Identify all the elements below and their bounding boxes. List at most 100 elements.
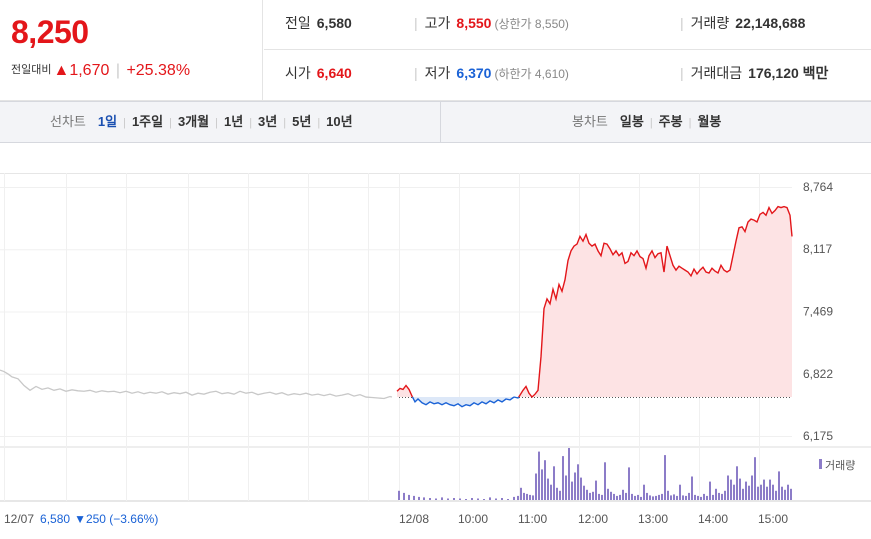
high-label: 고가 (424, 15, 451, 31)
volume-bar (483, 499, 485, 500)
cell-divider: | (680, 15, 684, 31)
volume-bar (667, 490, 669, 500)
x-tick-label: 12/07 (4, 512, 34, 526)
volume-bar (742, 488, 744, 500)
lower-limit: (하한가 4,610) (494, 67, 569, 81)
volume-bar (520, 487, 522, 500)
area-fill-up (518, 206, 792, 397)
series-line-today-up (518, 205, 793, 399)
volume-bar (724, 490, 726, 500)
volume-layer: 거래량 (398, 448, 855, 500)
candle-monthly[interactable]: 월봉 (697, 114, 722, 129)
volume-bar (408, 494, 410, 500)
volume-bar (640, 496, 642, 500)
volume-bar (622, 489, 624, 500)
cell-divider: | (414, 65, 418, 81)
volume-bar (574, 472, 576, 500)
volume-bar (721, 493, 723, 500)
volume-bar (418, 496, 420, 500)
candle-daily[interactable]: 일봉 (619, 114, 644, 129)
volume-bar (631, 493, 633, 500)
volume-bar (628, 467, 630, 500)
volume-bar (679, 484, 681, 500)
volume-bar (715, 488, 717, 500)
toolbar-divider: | (169, 117, 172, 129)
open-value: 6,640 (316, 65, 352, 81)
volume-bar (652, 496, 654, 500)
y-tick-label: 6,175 (803, 429, 833, 443)
low-value: 6,370 (456, 65, 492, 81)
low-price: | 저가 6,370 (하한가 4,610) (414, 50, 569, 100)
volume-bar (459, 498, 461, 500)
area-fill-up (397, 385, 413, 397)
volume-value: 22,148,688 (735, 15, 806, 31)
volume-bar (730, 479, 732, 500)
volume-bar (571, 481, 573, 500)
volume-bar (471, 498, 473, 500)
area-fill-down (412, 397, 514, 407)
change-amount: 1,670 (69, 62, 110, 79)
x-tick-label: 12/08 (399, 512, 429, 526)
period-5year[interactable]: 5년 (292, 114, 312, 129)
volume-bar (682, 495, 684, 500)
line-chart-group: 선차트 1일 | 1주일 | 3개월 | 1년 | 3년 | 5년 | 10년 (50, 102, 353, 142)
candle-chart-label: 봉차트 (572, 114, 608, 129)
amount-label: 거래대금 (690, 65, 743, 81)
volume-bar (526, 493, 528, 500)
volume-bar (784, 489, 786, 500)
candle-weekly[interactable]: 주봉 (658, 114, 683, 129)
toolbar-divider: | (215, 117, 218, 129)
price-box: 8,250 전일대비 ▲1,670 | +25.38% (0, 0, 263, 101)
volume-bar (676, 495, 678, 500)
volume-bar (751, 475, 753, 500)
open-label: 시가 (285, 65, 311, 81)
toolbar-divider: | (649, 117, 653, 129)
volume-label: 거래량 (690, 15, 730, 31)
volume-bar (550, 484, 552, 500)
volume-bar (727, 475, 729, 500)
volume-bar (562, 456, 564, 500)
volume-bar (688, 492, 690, 500)
volume-bar (685, 495, 687, 500)
volume-bar (398, 490, 400, 500)
period-3year[interactable]: 3년 (258, 114, 278, 129)
volume-bar (489, 497, 491, 500)
volume-bar (625, 492, 627, 500)
y-tick-label: 7,469 (803, 305, 833, 319)
period-1year[interactable]: 1년 (223, 114, 244, 129)
volume-bar (580, 477, 582, 500)
volume-bar (553, 466, 555, 500)
stat-row-2: 시가 6,640 | 저가 6,370 (하한가 4,610) | 거래대금 176,120… (264, 50, 871, 100)
high-price: | 고가 8,550 (상한가 8,550) (414, 0, 569, 50)
volume-bar (529, 494, 531, 500)
volume-bar (637, 494, 639, 500)
volume-bar (673, 494, 675, 500)
series-line-today-up (396, 384, 414, 398)
volume-bar (610, 491, 612, 500)
series-line-today-down (411, 396, 515, 408)
series-line-prev-day (0, 369, 393, 400)
x-tick-label: 15:00 (758, 512, 788, 526)
volume-bar (694, 494, 696, 500)
volume-bar (565, 475, 567, 500)
volume: | 거래량 22,148,688 (680, 0, 805, 50)
volume-bar (413, 495, 415, 500)
volume-bar (541, 469, 543, 500)
volume-bar (670, 495, 672, 500)
period-1week[interactable]: 1주일 (131, 114, 164, 129)
x-tick-label: 11:00 (518, 512, 547, 526)
series-line-today-down (513, 396, 520, 399)
period-1day[interactable]: 1일 (97, 114, 118, 129)
volume-bar (556, 487, 558, 500)
cell-divider: | (680, 65, 684, 81)
period-3month[interactable]: 3개월 (177, 114, 210, 129)
volume-bar (655, 495, 657, 500)
volume-bar (745, 481, 747, 500)
up-arrow-icon: ▲ (53, 62, 70, 79)
volume-bar (769, 479, 771, 500)
volume-bar (465, 499, 467, 500)
volume-bar (748, 485, 750, 500)
period-10year[interactable]: 10년 (326, 114, 353, 129)
cell-divider: | (414, 15, 418, 31)
volume-bar (658, 494, 660, 500)
